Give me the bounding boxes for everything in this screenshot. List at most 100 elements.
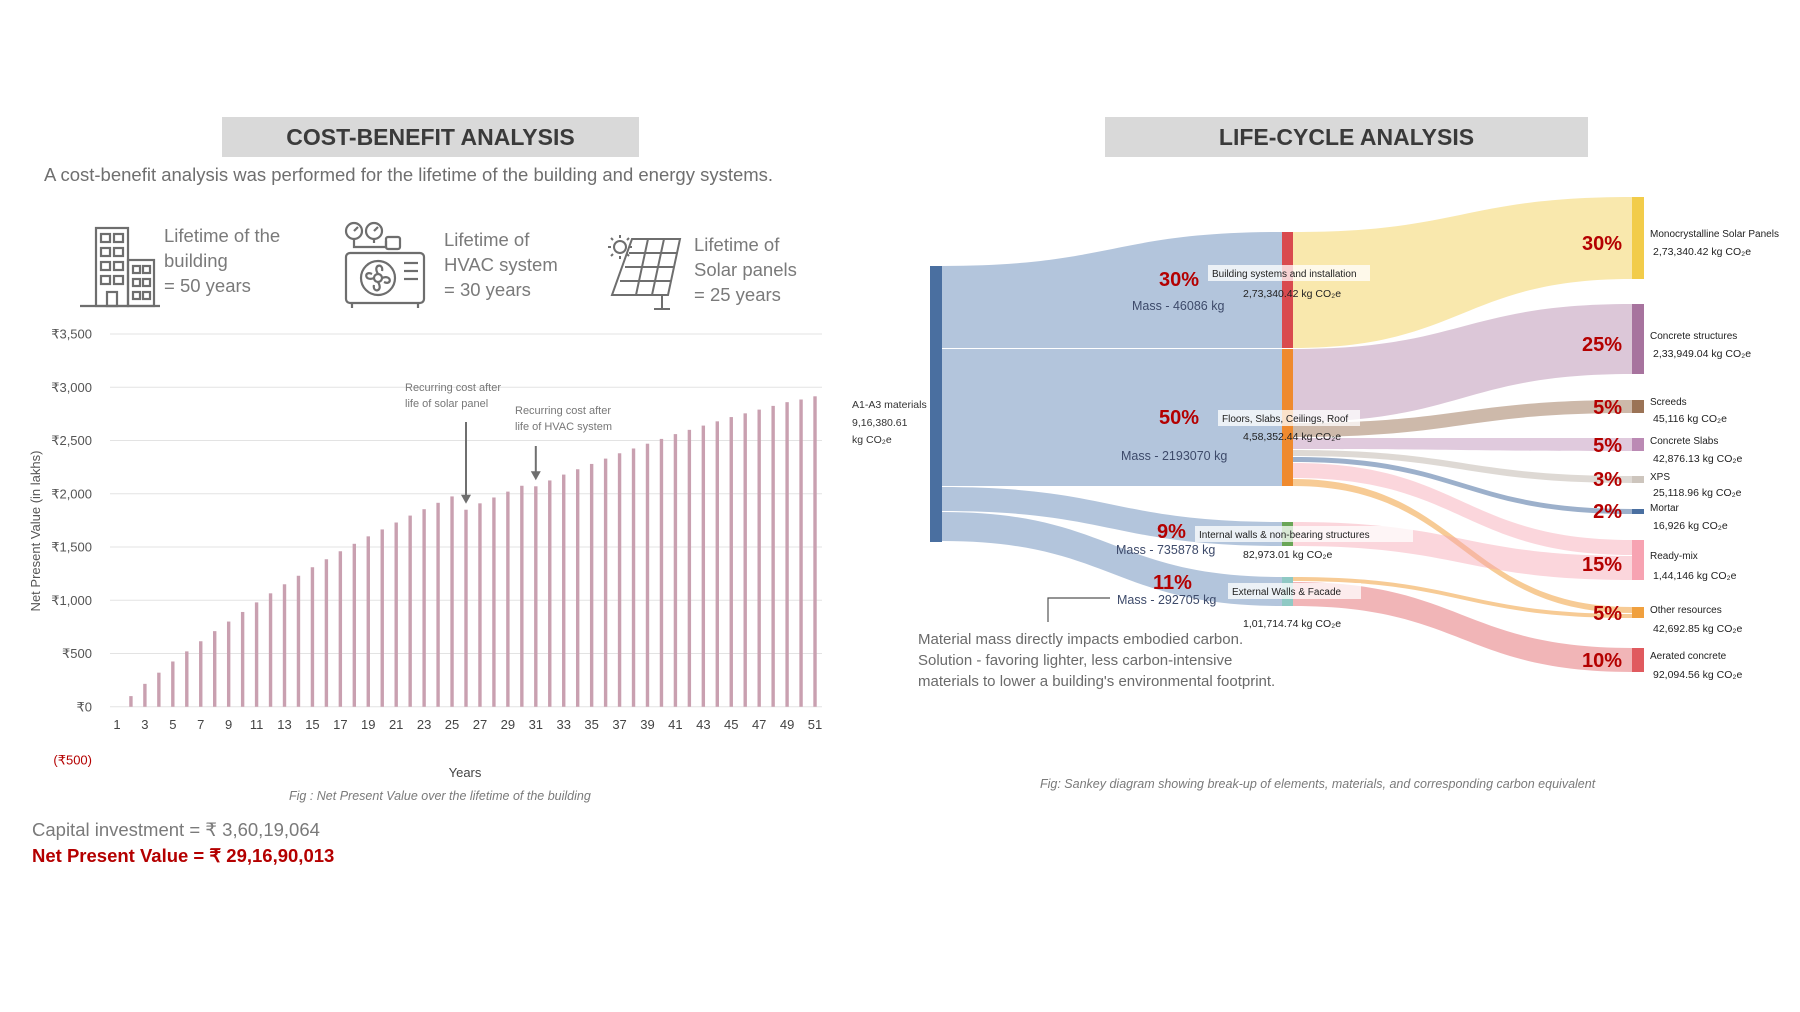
building-lifetime-line2: building xyxy=(164,250,228,271)
sankey-caption: Fig: Sankey diagram showing break-up of … xyxy=(1040,777,1596,791)
npv-y-tick-label: ₹2,500 xyxy=(51,433,92,448)
source-label-line2: 9,16,380.61 xyxy=(852,417,908,429)
sankey-link-source-building-systems xyxy=(942,232,1282,348)
sankey-node-source xyxy=(930,266,942,542)
npv-chart-caption: Fig : Net Present Value over the lifetim… xyxy=(289,789,591,803)
material-value: 42,692.85 kg CO₂e xyxy=(1653,623,1742,635)
material-value: 42,876.13 kg CO₂e xyxy=(1653,453,1742,465)
npv-annotation-arrowhead xyxy=(530,471,541,481)
material-labels: 30% Monocrystalline Solar Panels 2,73,340.… xyxy=(1582,229,1779,681)
solar-lifetime-line1: Lifetime of xyxy=(694,234,780,255)
source-label-line3: kg CO₂e xyxy=(852,434,892,446)
sankey-link-source-floors xyxy=(942,349,1282,486)
npv-x-tick-label: 5 xyxy=(169,717,176,732)
npv-annotation-line2: life of solar panel xyxy=(405,398,488,410)
npv-bar xyxy=(673,434,678,707)
sankey-link-concrete-structures xyxy=(1293,304,1632,422)
npv-bar xyxy=(548,480,552,707)
npv-bar xyxy=(492,497,496,707)
npv-y-tick-label: ₹0 xyxy=(76,699,92,714)
sankey-node-material xyxy=(1632,509,1644,514)
npv-x-tick-label: 25 xyxy=(445,717,459,732)
npv-bar xyxy=(589,463,594,707)
npv-annotation-arrowhead xyxy=(461,494,471,504)
element-value-internal-walls: 82,973.01 kg CO₂e xyxy=(1243,549,1332,561)
element-name-floors: Floors, Slabs, Ceilings, Roof xyxy=(1222,414,1348,425)
sankey-node-material xyxy=(1632,400,1644,413)
npv-bar xyxy=(701,425,706,707)
cost-benefit-header: COST-BENEFIT ANALYSIS xyxy=(222,117,639,157)
element-pct-floors: 50% xyxy=(1159,407,1199,429)
npv-y-tick-label: ₹3,000 xyxy=(51,380,92,395)
building-lifetime-line1: Lifetime of the xyxy=(164,225,281,246)
npv-annotations: Recurring cost after life of solar panel R… xyxy=(405,382,612,504)
npv-y-tick-label: (₹500) xyxy=(53,753,92,768)
sankey-link-solar xyxy=(1293,197,1632,348)
npv-x-tick-label: 41 xyxy=(668,717,682,732)
npv-bar xyxy=(715,421,719,707)
npv-bar xyxy=(240,611,245,707)
material-pct: 10% xyxy=(1582,650,1622,672)
element-mass-internal-walls: Mass - 735878 kg xyxy=(1116,543,1215,557)
material-value: 2,33,949.04 kg CO₂e xyxy=(1653,348,1751,360)
npv-bar xyxy=(645,443,650,707)
npv-bar xyxy=(338,551,343,707)
npv-bar xyxy=(213,631,217,707)
npv-bar xyxy=(506,491,510,707)
solar-lifetime: Lifetime of Solar panels = 25 years xyxy=(694,232,797,307)
npv-x-tick-label: 31 xyxy=(529,717,543,732)
solar-panel-icon xyxy=(606,233,682,316)
element-value-floors: 4,58,352.44 kg CO₂e xyxy=(1243,431,1341,443)
npv-x-tick-label: 51 xyxy=(808,717,822,732)
hvac-lifetime-line2: HVAC system xyxy=(444,254,558,275)
npv-bar xyxy=(631,448,636,707)
npv-bar xyxy=(143,683,147,707)
life-cycle-header: LIFE-CYCLE ANALYSIS xyxy=(1105,117,1588,157)
npv-bar xyxy=(729,417,733,707)
npv-bar xyxy=(394,522,398,707)
npv-bar xyxy=(157,672,161,707)
material-name: Concrete Slabs xyxy=(1650,436,1718,447)
npv-x-tick-label: 43 xyxy=(696,717,710,732)
solar-lifetime-line3: = 25 years xyxy=(694,284,781,305)
sankey-node-material xyxy=(1632,648,1644,672)
npv-x-tick-label: 45 xyxy=(724,717,738,732)
npv-y-tick-label: ₹1,500 xyxy=(51,540,92,555)
sankey-node-material xyxy=(1632,540,1644,580)
lca-note-line1: Material mass directly impacts embodied … xyxy=(918,631,1244,648)
material-name: Other resources xyxy=(1650,605,1722,616)
npv-bar-chart: ₹3,500 ₹3,000 ₹2,500 ₹2,000 ₹1,500 ₹1,000 ₹500… xyxy=(28,327,822,781)
element-pct-building-systems: 30% xyxy=(1159,269,1199,291)
npv-x-tick-label: 19 xyxy=(361,717,375,732)
npv-bar xyxy=(408,515,412,707)
hvac-icon xyxy=(342,219,428,314)
npv-y-tick-label: ₹500 xyxy=(62,646,92,661)
npv-bar xyxy=(282,584,287,707)
npv-y-axis-label: Net Present Value (in lakhs) xyxy=(28,451,43,612)
material-value: 1,44,146 kg CO₂e xyxy=(1653,570,1737,582)
element-value-external-walls: 1,01,714.74 kg CO₂e xyxy=(1243,618,1341,630)
element-mass-floors: Mass - 2193070 kg xyxy=(1121,449,1227,463)
npv-bar xyxy=(199,641,203,707)
net-present-value: Net Present Value = ₹ 29,16,90,013 xyxy=(32,845,335,866)
sankey-link-other-external xyxy=(1293,577,1632,618)
npv-x-tick-label: 9 xyxy=(225,717,232,732)
lca-note-line2: Solution - favoring lighter, less carbon… xyxy=(918,652,1233,669)
npv-bar xyxy=(687,429,692,707)
sankey-node-material xyxy=(1632,438,1644,451)
material-pct: 15% xyxy=(1582,554,1622,576)
npv-bar xyxy=(785,402,789,707)
npv-x-tick-label: 23 xyxy=(417,717,431,732)
material-pct: 5% xyxy=(1593,397,1622,419)
npv-x-tick-labels: 1 3 5 7 9 11 13 15 17 19 21 23 25 27 29 31 33 35 37 39 41 43 4… xyxy=(113,717,822,732)
npv-bar xyxy=(185,651,189,707)
material-pct: 30% xyxy=(1582,233,1622,255)
material-value: 16,926 kg CO₂e xyxy=(1653,520,1728,532)
npv-x-tick-label: 15 xyxy=(305,717,319,732)
capital-investment: Capital investment = ₹ 3,60,19,064 xyxy=(32,819,320,840)
npv-bar xyxy=(520,485,524,707)
sankey-link-other-floors xyxy=(1293,479,1632,613)
material-value: 2,73,340.42 kg CO₂e xyxy=(1653,246,1751,258)
building-icon xyxy=(78,224,162,313)
npv-bar xyxy=(310,567,315,707)
